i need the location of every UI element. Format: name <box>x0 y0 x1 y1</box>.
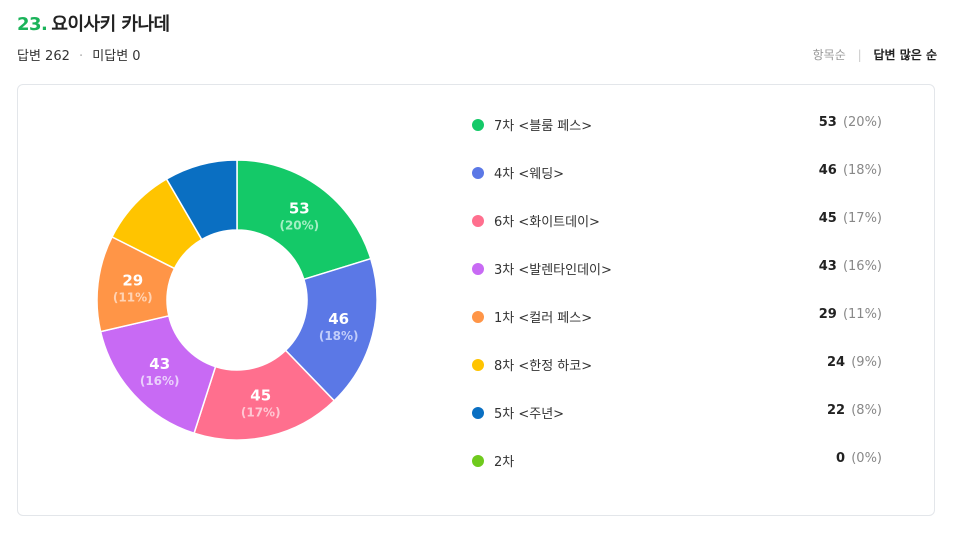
legend-item: 3차 <발렌타인데이> 43 (16%) <box>472 253 882 301</box>
donut-slice[interactable] <box>236 159 372 281</box>
legend-label: 2차 <box>494 455 515 470</box>
donut-slice[interactable] <box>165 159 238 241</box>
legend-count: 45 <box>818 211 837 226</box>
legend-item: 8차 <한정 하코> 24 (9%) <box>472 349 882 397</box>
legend-percent: (17%) <box>838 211 882 226</box>
slice-percent-label: (17%) <box>241 405 281 419</box>
legend-count: 0 <box>836 451 846 466</box>
question-title: 23. 요이사키 카나데 <box>17 10 170 36</box>
legend-swatch <box>472 455 484 467</box>
legend-swatch <box>472 119 484 131</box>
legend-swatch <box>472 311 484 323</box>
sort-divider: | <box>857 48 862 62</box>
legend-value: 0 (0%) <box>836 451 882 466</box>
legend-label: 5차 <주년> <box>494 407 565 422</box>
legend-percent: (0%) <box>847 451 882 466</box>
slice-count-label: 45 <box>250 386 271 404</box>
legend-item: 6차 <화이트데이> 45 (17%) <box>472 205 882 253</box>
results-card: 53 (20%) 46 (18%) 45 (17%) 43 (16%) 29 (11%) 7차 <… <box>17 84 935 516</box>
legend-count: 43 <box>818 259 837 274</box>
chart-legend: 7차 <블룸 페스> 53 (20%) 4차 <웨딩> 46 (18%) 6차 <화이트… <box>472 109 882 493</box>
legend-label: 7차 <블룸 페스> <box>494 119 593 134</box>
sort-by-answers-button[interactable]: 답변 많은 순 <box>873 48 937 62</box>
legend-label: 1차 <컬러 페스> <box>494 311 593 326</box>
legend-count: 46 <box>818 163 837 178</box>
legend-label: 4차 <웨딩> <box>494 167 565 182</box>
donut-slice[interactable] <box>193 349 336 441</box>
legend-label: 6차 <화이트데이> <box>494 215 600 230</box>
legend-value: 45 (17%) <box>819 211 882 226</box>
legend-item: 2차 0 (0%) <box>472 445 882 493</box>
legend-percent: (20%) <box>838 115 882 130</box>
slice-count-label: 29 <box>122 271 143 289</box>
legend-swatch <box>472 407 484 419</box>
stats-separator: · <box>79 49 84 64</box>
unanswered-count: 미답변 0 <box>92 49 141 64</box>
legend-label: 8차 <한정 하코> <box>494 359 593 374</box>
legend-item: 1차 <컬러 페스> 29 (11%) <box>472 301 882 349</box>
legend-label: 3차 <발렌타인데이> <box>494 263 612 278</box>
legend-item: 5차 <주년> 22 (8%) <box>472 397 882 445</box>
slice-percent-label: (11%) <box>113 290 153 304</box>
response-stats: 답변 262 · 미답변 0 <box>17 45 141 64</box>
sort-options: 항목순 | 답변 많은 순 <box>813 46 937 63</box>
legend-percent: (16%) <box>838 259 882 274</box>
legend-item: 4차 <웨딩> 46 (18%) <box>472 157 882 205</box>
legend-count: 29 <box>818 307 837 322</box>
legend-value: 43 (16%) <box>819 259 882 274</box>
legend-swatch <box>472 263 484 275</box>
slice-count-label: 53 <box>289 199 310 217</box>
donut-chart: 53(20%) 46(18%) 45(17%) 43(16%) 29(11%) <box>96 159 378 441</box>
legend-percent: (18%) <box>838 163 882 178</box>
legend-swatch <box>472 167 484 179</box>
legend-swatch <box>472 359 484 371</box>
slice-count-label: 46 <box>328 310 349 328</box>
answered-count: 답변 262 <box>17 49 70 64</box>
slice-percent-label: (16%) <box>140 374 180 388</box>
legend-value: 29 (11%) <box>819 307 882 322</box>
legend-percent: (9%) <box>847 355 882 370</box>
legend-count: 24 <box>827 355 846 370</box>
legend-value: 22 (8%) <box>827 403 882 418</box>
legend-percent: (11%) <box>838 307 882 322</box>
question-text: 요이사키 카나데 <box>51 14 170 35</box>
slice-percent-label: (20%) <box>279 218 319 232</box>
slice-count-label: 43 <box>149 355 170 373</box>
sort-by-item-button[interactable]: 항목순 <box>812 48 846 62</box>
legend-count: 53 <box>818 115 837 130</box>
slice-percent-label: (18%) <box>319 329 359 343</box>
legend-swatch <box>472 215 484 227</box>
legend-value: 24 (9%) <box>827 355 882 370</box>
legend-count: 22 <box>827 403 846 418</box>
question-number: 23. <box>17 14 48 35</box>
legend-value: 53 (20%) <box>819 115 882 130</box>
legend-percent: (8%) <box>847 403 882 418</box>
legend-value: 46 (18%) <box>819 163 882 178</box>
legend-item: 7차 <블룸 페스> 53 (20%) <box>472 109 882 157</box>
